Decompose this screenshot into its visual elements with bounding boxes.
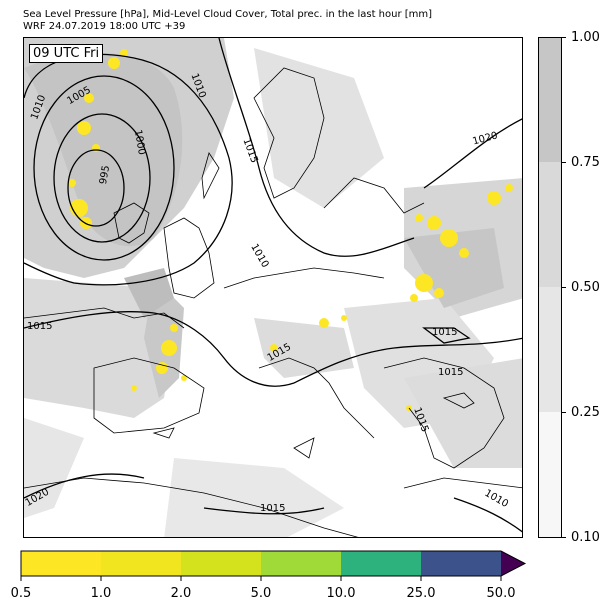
- map-canvas: 1010 1005 1010 1000 995 1015 1010 1020 1…: [24, 38, 522, 537]
- precip-tick: 5.0: [250, 586, 272, 601]
- cloud-cover-layer: [24, 38, 522, 537]
- isobars-layer: [24, 38, 522, 533]
- isobar-label: 1015: [240, 137, 259, 165]
- title-line-1: Sea Level Pressure [hPa], Mid-Level Clou…: [23, 9, 433, 20]
- precip-tick: 10.0: [326, 586, 356, 601]
- coastlines-layer: [24, 67, 522, 537]
- precip-extend-arrow: [501, 551, 525, 576]
- isobar-label: 995: [98, 165, 112, 186]
- weather-map: 1010 1005 1010 1000 995 1015 1010 1020 1…: [23, 37, 523, 538]
- precip-tick: 0.5: [10, 586, 32, 601]
- precip-tick: 25.0: [406, 586, 436, 601]
- valid-time-badge: 09 UTC Fri: [29, 44, 104, 63]
- isobar-label: 1015: [432, 327, 457, 338]
- precip-segment: [21, 551, 101, 576]
- isobar-label: 1010: [248, 242, 270, 270]
- colorbar-segment: [539, 287, 561, 412]
- colorbar-segment: [539, 38, 561, 162]
- map-title: Sea Level Pressure [hPa], Mid-Level Clou…: [23, 9, 432, 33]
- precip-tick: 1.0: [90, 586, 112, 601]
- precip-colorbar: [20, 550, 527, 581]
- precip-tick: 2.0: [170, 586, 192, 601]
- isobar-label: 1015: [27, 321, 52, 332]
- colorbar-segment: [539, 412, 561, 537]
- cloud-cover-colorbar: [538, 37, 562, 538]
- precip-segment: [261, 551, 341, 576]
- precip-tick: 50.0: [486, 586, 516, 601]
- precip-segment: [101, 551, 181, 576]
- isobar-label: 1000: [132, 129, 147, 156]
- colorbar-segment: [539, 162, 561, 287]
- precip-segment: [341, 551, 421, 576]
- title-line-2: WRF 24.07.2019 18:00 UTC +39: [23, 21, 186, 32]
- precipitation-layer: [68, 49, 513, 411]
- isobar-label: 1015: [438, 367, 463, 378]
- precip-segment: [421, 551, 501, 576]
- isobar-label: 1015: [260, 503, 285, 514]
- isobar-label: 1010: [482, 488, 510, 510]
- isobar-label: 1020: [471, 130, 498, 147]
- precip-segment: [181, 551, 261, 576]
